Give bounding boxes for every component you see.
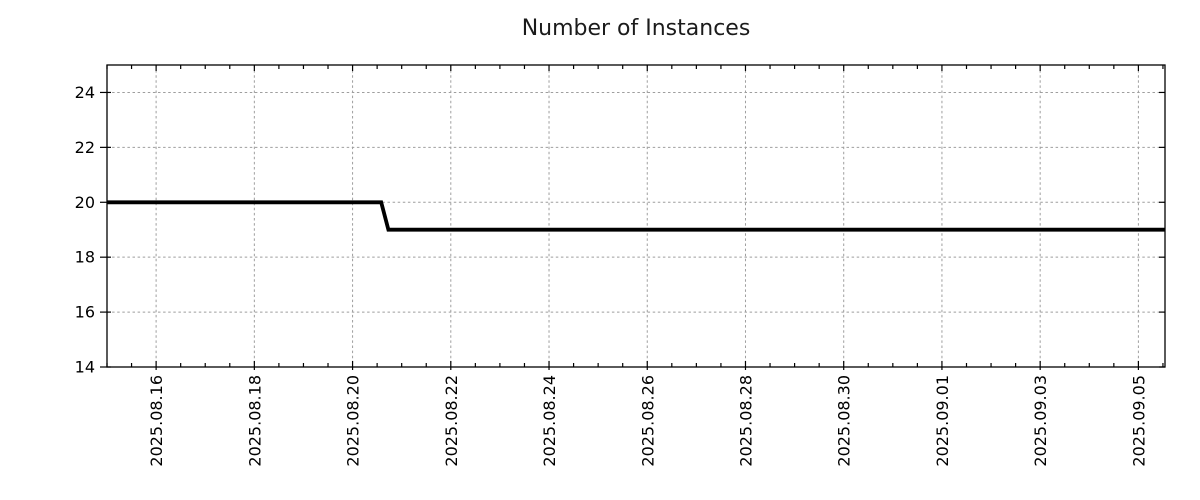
chart-title: Number of Instances	[521, 16, 751, 41]
y-tick-label: 16	[75, 303, 95, 322]
x-tick-label: 2025.09.03	[1031, 375, 1050, 467]
x-tick-label: 2025.08.20	[344, 375, 363, 467]
x-tick-label: 2025.08.30	[835, 375, 854, 467]
y-tick-label: 14	[75, 358, 95, 377]
y-tick-label: 20	[75, 193, 95, 212]
x-tick-label: 2025.09.01	[933, 375, 952, 467]
x-tick-label: 2025.08.28	[736, 375, 755, 467]
x-tick-label: 2025.08.22	[442, 375, 461, 467]
x-tick-label: 2025.08.26	[638, 375, 657, 467]
series-line-instances	[107, 200, 1165, 232]
x-tick-label: 2025.08.18	[245, 375, 264, 467]
x-tick-label: 2025.09.05	[1129, 375, 1148, 467]
y-tick-label: 22	[75, 138, 95, 157]
x-tick-label: 2025.08.24	[540, 375, 559, 467]
plot-border	[106, 64, 1166, 368]
y-tick-label: 24	[75, 83, 95, 102]
x-tick-label: 2025.08.16	[147, 375, 166, 467]
y-tick-label: 18	[75, 248, 95, 267]
